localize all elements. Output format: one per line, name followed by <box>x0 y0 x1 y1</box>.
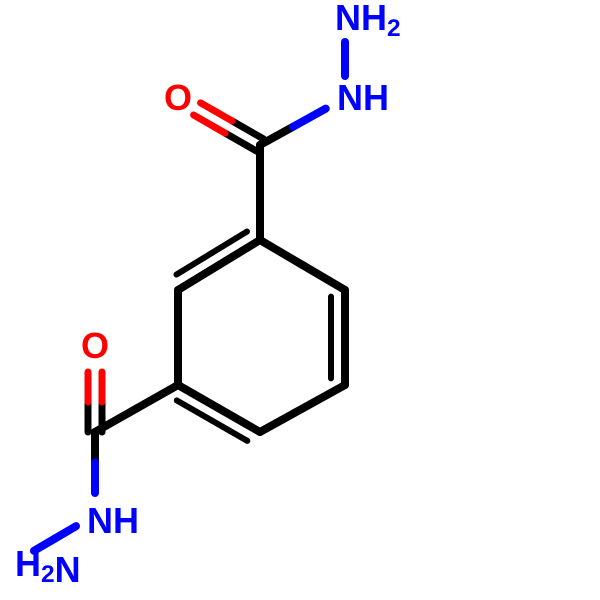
bond <box>303 265 346 290</box>
atom-label-N4: H2N <box>15 543 81 590</box>
bond <box>260 409 303 433</box>
bond <box>137 385 179 409</box>
atom-label-N1: NH <box>337 77 389 118</box>
molecule-diagram: ONHNH2ONHH2N <box>0 0 600 600</box>
bond <box>303 385 346 409</box>
atom-label-N2: NH2 <box>335 0 401 42</box>
atom-label-O1: O <box>164 77 192 118</box>
bond <box>293 109 326 127</box>
bonds-layer <box>34 42 345 551</box>
atom-label-O2: O <box>81 325 109 366</box>
atom-label-N3: NH <box>87 500 139 541</box>
bond <box>260 240 303 265</box>
